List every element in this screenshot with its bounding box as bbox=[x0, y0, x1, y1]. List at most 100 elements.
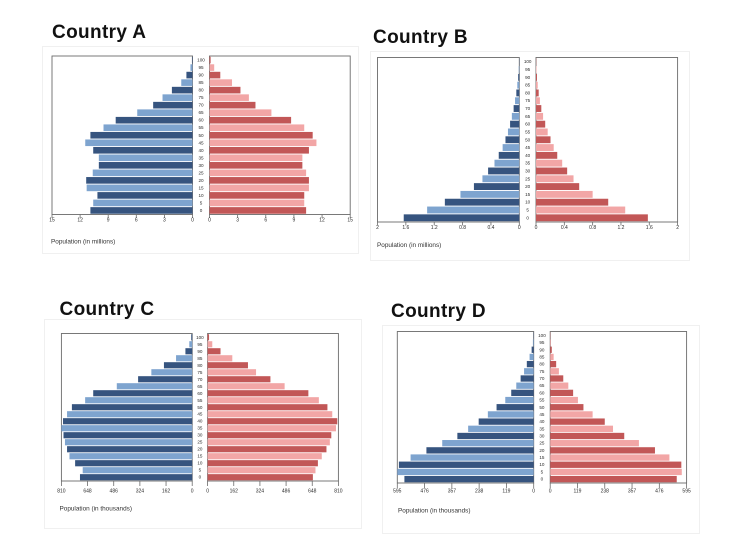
age-tick-label-10-country-d: 10 bbox=[539, 462, 545, 467]
bar-female-age-55-country-d bbox=[550, 396, 578, 404]
age-tick-label-15-country-a: 15 bbox=[198, 185, 204, 190]
bar-male-age-15-country-d bbox=[410, 454, 534, 461]
x-tick-label-right-12-country-a: 12 bbox=[319, 218, 325, 224]
bar-female-age-65-country-a bbox=[209, 109, 272, 117]
bar-male-age-25-country-d bbox=[442, 440, 534, 447]
bar-female-age-70-country-c bbox=[207, 376, 271, 383]
bar-female-age-90-country-b bbox=[536, 73, 537, 81]
x-tick-label-left-238-country-d: 238 bbox=[475, 489, 484, 495]
x-tick-label-left-15-country-a: 15 bbox=[49, 218, 55, 224]
x-tick-label-right-162-country-c: 162 bbox=[230, 489, 239, 495]
age-tick-label-65-country-a: 65 bbox=[198, 110, 204, 115]
x-tick-label-left-648-country-c: 648 bbox=[83, 489, 92, 495]
series-female-country-d bbox=[550, 332, 682, 483]
x-tick-label-left-119-country-d: 119 bbox=[502, 489, 510, 495]
series-female-country-c bbox=[207, 334, 338, 481]
age-tick-label-35-country-b: 35 bbox=[525, 161, 531, 166]
age-tick-label-85-country-d: 85 bbox=[539, 354, 545, 359]
bar-female-age-25-country-a bbox=[209, 169, 307, 177]
x-tick-label-left-12-country-a: 12 bbox=[77, 218, 83, 224]
age-tick-label-90-country-d: 90 bbox=[539, 347, 545, 352]
x-axis-label-country-c: Population (in thousands) bbox=[60, 506, 132, 513]
x-tick-label-right-0.8-country-b: 0.8 bbox=[589, 225, 596, 231]
x-tick-label-left-0.8-country-b: 0.8 bbox=[459, 225, 466, 231]
bar-male-age-5-country-b bbox=[427, 206, 520, 214]
age-tick-label-85-country-b: 85 bbox=[525, 83, 531, 88]
x-tick-label-right-648-country-c: 648 bbox=[308, 489, 317, 495]
bar-female-age-45-country-d bbox=[550, 411, 593, 418]
bar-male-age-70-country-b bbox=[513, 105, 520, 112]
bar-female-age-10-country-a bbox=[209, 192, 305, 199]
bar-female-age-50-country-a bbox=[209, 131, 313, 139]
bar-male-age-80-country-c bbox=[163, 362, 193, 369]
bar-male-age-50-country-b bbox=[505, 136, 520, 144]
bar-female-age-0-country-b bbox=[536, 214, 648, 222]
x-tick-label-left-324-country-c: 324 bbox=[136, 489, 145, 495]
age-tick-label-100-country-a: 100 bbox=[197, 58, 205, 63]
bar-female-age-15-country-c bbox=[207, 453, 322, 460]
age-tick-label-40-country-d: 40 bbox=[539, 419, 545, 424]
bar-female-age-60-country-a bbox=[209, 116, 292, 124]
bar-male-age-55-country-a bbox=[103, 124, 193, 132]
age-tick-label-25-country-c: 25 bbox=[197, 440, 203, 445]
x-tick-label-left-476-country-d: 476 bbox=[420, 489, 429, 495]
bar-female-age-75-country-d bbox=[550, 368, 559, 375]
bar-female-age-10-country-c bbox=[207, 460, 318, 467]
bar-male-age-40-country-c bbox=[63, 418, 193, 425]
age-tick-label-75-country-b: 75 bbox=[525, 98, 531, 103]
bar-female-age-40-country-c bbox=[207, 418, 338, 425]
bar-male-age-90-country-d bbox=[531, 346, 534, 353]
bar-male-age-20-country-b bbox=[473, 183, 520, 191]
x-tick-label-left-357-country-d: 357 bbox=[448, 489, 457, 495]
x-axis-country-a: 15 12 9 6 3 0 0 3 6 9 12 15 bbox=[49, 214, 353, 224]
bar-male-age-60-country-d bbox=[511, 389, 534, 397]
bar-male-age-85-country-a bbox=[181, 79, 193, 86]
bar-female-age-50-country-b bbox=[536, 136, 551, 144]
x-tick-label-right-3-country-a: 3 bbox=[236, 218, 239, 224]
x-axis-label-country-d: Population (in thousands) bbox=[398, 508, 470, 515]
age-tick-label-5-country-d: 5 bbox=[541, 469, 544, 474]
bar-female-age-40-country-a bbox=[209, 146, 309, 154]
x-tick-label-left-1.6-country-b: 1.6 bbox=[402, 225, 409, 231]
x-tick-label-right-0.4-country-b: 0.4 bbox=[561, 225, 568, 231]
bar-male-age-90-country-c bbox=[185, 348, 193, 355]
bar-female-age-80-country-a bbox=[209, 86, 241, 94]
series-female-country-a bbox=[209, 56, 317, 214]
bar-male-age-35-country-d bbox=[468, 425, 534, 432]
bar-female-age-65-country-b bbox=[536, 112, 544, 120]
age-tick-label-30-country-d: 30 bbox=[539, 433, 545, 438]
bar-female-age-65-country-d bbox=[550, 382, 569, 389]
bar-male-age-90-country-a bbox=[186, 71, 193, 79]
x-tick-label-right-0-country-c: 0 bbox=[206, 489, 209, 495]
age-tick-label-35-country-a: 35 bbox=[198, 155, 204, 160]
bar-female-age-45-country-a bbox=[209, 139, 317, 147]
bar-female-age-50-country-c bbox=[207, 404, 328, 411]
bar-male-age-25-country-c bbox=[64, 439, 193, 446]
age-tick-label-20-country-c: 20 bbox=[197, 447, 203, 452]
bar-male-age-55-country-d bbox=[505, 396, 534, 404]
age-tick-label-0-country-c: 0 bbox=[199, 475, 202, 480]
bar-male-age-35-country-a bbox=[98, 154, 193, 162]
bar-female-age-0-country-a bbox=[209, 207, 307, 214]
age-tick-label-100-country-d: 100 bbox=[538, 333, 546, 338]
bar-female-age-100-country-c bbox=[207, 334, 210, 341]
bar-female-age-5-country-d bbox=[550, 468, 682, 476]
age-tick-label-55-country-d: 55 bbox=[539, 398, 545, 403]
age-tick-label-60-country-b: 60 bbox=[525, 122, 531, 127]
bar-male-age-75-country-d bbox=[524, 368, 534, 375]
age-tick-label-20-country-a: 20 bbox=[198, 178, 204, 183]
age-tick-label-50-country-a: 50 bbox=[198, 133, 204, 138]
bar-female-age-75-country-a bbox=[209, 94, 249, 101]
bar-male-age-65-country-d bbox=[516, 382, 534, 389]
bar-female-age-95-country-a bbox=[209, 64, 215, 71]
age-tick-label-5-country-c: 5 bbox=[199, 468, 202, 473]
bar-male-age-55-country-c bbox=[85, 397, 193, 404]
pyramid-figure-country-d: 0 5 10 15 20 25 30 35 40 45 50 55 60 65 70 75 80 85 90 95 10… bbox=[382, 325, 700, 534]
bar-female-age-70-country-b bbox=[536, 105, 542, 112]
pyramid-chart-country-a: 0510152025303540455055606570758085909510… bbox=[49, 55, 353, 246]
x-axis-country-d: 595 476 357 238 119 0 0 119 238 357 476 595 bbox=[393, 483, 691, 495]
bar-female-age-60-country-d bbox=[550, 389, 574, 397]
x-tick-label-right-0-country-d: 0 bbox=[549, 489, 552, 495]
bar-female-age-100-country-a bbox=[209, 56, 211, 64]
bar-female-age-85-country-c bbox=[207, 355, 233, 362]
